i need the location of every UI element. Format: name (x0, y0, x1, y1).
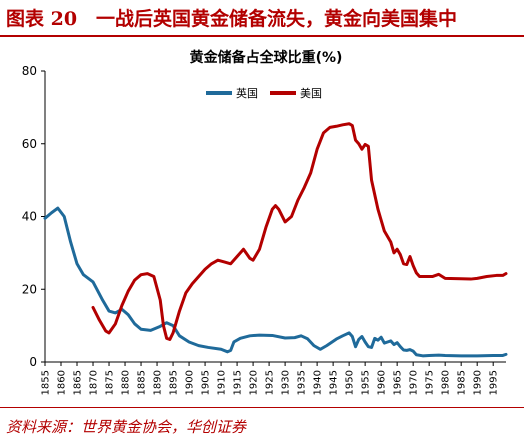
x-tick-label: 1980 (441, 370, 452, 395)
x-tick-label: 1915 (233, 370, 244, 395)
y-axis: 0 20 40 60 80 (22, 64, 46, 369)
x-tick-label: 1890 (153, 370, 164, 395)
x-tick-label: 1920 (249, 370, 260, 395)
x-tick-label: 1990 (473, 370, 484, 395)
x-tick-label: 1935 (297, 370, 308, 395)
chart-title: 黄金储备占全球比重(%) (190, 49, 343, 66)
y-tick-label: 80 (22, 64, 37, 78)
x-tick-label: 1870 (89, 370, 100, 395)
x-tick-label: 1930 (281, 370, 292, 395)
gold-reserve-chart: 黄金储备占全球比重(%) 英国 美国 0 20 40 60 80 1855 1860 186… (22, 49, 508, 395)
x-axis: 1855 1860 1865 1870 1875 1880 1885 1890 1895 1900… (41, 361, 506, 395)
report-header: 图表 20 一战后英国黄金储备流失，黄金向美国集中 (0, 0, 524, 37)
y-tick-label: 20 (22, 282, 37, 296)
x-tick-label: 1925 (265, 370, 276, 395)
x-tick-label: 1950 (345, 370, 356, 395)
x-tick-label: 1875 (105, 370, 116, 395)
x-tick-label: 1885 (137, 370, 148, 395)
x-tick-label: 1970 (409, 370, 420, 395)
y-tick-label: 0 (29, 355, 37, 369)
legend-label-us: 美国 (300, 87, 322, 100)
report-footer: 资料来源：世界黄金协会，华创证券 (0, 407, 524, 444)
x-tick-label: 1985 (457, 370, 468, 395)
header-divider (0, 35, 524, 37)
source-note: 资料来源：世界黄金协会，华创证券 (6, 418, 247, 436)
series-layer (43, 122, 508, 358)
x-tick-label: 1965 (393, 370, 404, 395)
x-tick-label: 1945 (329, 370, 340, 395)
x-tick-label: 1880 (121, 370, 132, 395)
x-tick-label: 1960 (377, 370, 388, 395)
y-tick-label: 60 (22, 137, 37, 151)
x-tick-label: 1860 (57, 370, 68, 395)
x-tick-label: 1905 (201, 370, 212, 395)
x-tick-label: 1895 (169, 370, 180, 395)
legend: 英国 美国 (206, 86, 322, 100)
legend-label-uk: 英国 (236, 86, 258, 100)
x-tick-label: 1910 (217, 370, 228, 395)
x-tick-label: 1865 (73, 370, 84, 395)
y-tick-label: 40 (22, 210, 37, 224)
y-ticks: 0 20 40 60 80 (22, 64, 45, 369)
x-tick-label: 1975 (425, 370, 436, 395)
x-tick-label: 1855 (41, 370, 52, 395)
x-ticks: 1855 1860 1865 1870 1875 1880 1885 1890 1895 1900… (41, 362, 500, 395)
x-tick-label: 1955 (361, 370, 372, 395)
series-line-uk (43, 206, 508, 358)
series-line-us (91, 122, 508, 341)
x-tick-label: 1900 (185, 370, 196, 395)
x-tick-label: 1995 (489, 370, 500, 395)
footer-divider (0, 407, 524, 408)
figure-title: 图表 20 一战后英国黄金储备流失，黄金向美国集中 (6, 8, 458, 30)
x-tick-label: 1940 (313, 370, 324, 395)
